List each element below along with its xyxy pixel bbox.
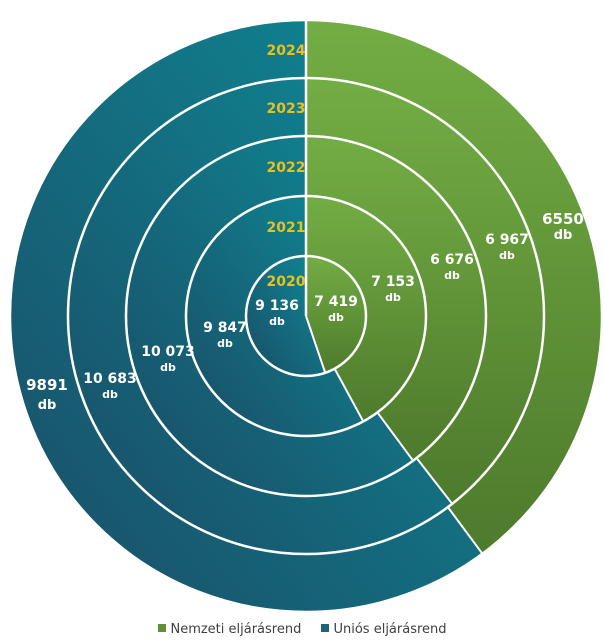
- unit-nemzeti-2021: db: [385, 291, 401, 304]
- unit-nemzeti-2022: db: [444, 269, 460, 282]
- divider-2020: [305, 315, 327, 374]
- divider-2023: [415, 457, 453, 505]
- year-label-2021: 2021: [267, 220, 306, 236]
- legend-item-nemzeti: Nemzeti eljárásrend: [158, 622, 301, 637]
- value-unios-2023: 10 683: [83, 371, 137, 387]
- value-unios-2020: 9 136: [255, 298, 299, 314]
- year-label-2023: 2023: [267, 101, 306, 117]
- legend-item-unios: Uniós eljárásrend: [321, 622, 447, 637]
- unit-unios-2024: db: [38, 398, 57, 413]
- divider-2022: [376, 411, 414, 462]
- legend: Nemzeti eljárásrend Uniós eljárásrend: [0, 622, 605, 637]
- legend-label-unios: Uniós eljárásrend: [333, 622, 447, 637]
- unit-unios-2022: db: [160, 361, 176, 374]
- slice-nemzeti-2020: [306, 256, 366, 373]
- value-unios-2022: 10 073: [141, 344, 195, 360]
- year-label-2020: 2020: [267, 274, 306, 290]
- unit-nemzeti-2024: db: [554, 228, 573, 243]
- unit-unios-2020: db: [269, 315, 285, 328]
- divider-2024: [447, 506, 484, 555]
- value-unios-2021: 9 847: [203, 320, 247, 336]
- unit-unios-2023: db: [102, 388, 118, 401]
- legend-swatch-nemzeti: [158, 624, 167, 632]
- value-nemzeti-2022: 6 676: [430, 252, 474, 268]
- unit-nemzeti-2023: db: [499, 249, 515, 262]
- legend-label-nemzeti: Nemzeti eljárásrend: [170, 622, 302, 637]
- year-label-2024: 2024: [267, 43, 306, 59]
- legend-swatch-unios: [321, 624, 330, 632]
- value-nemzeti-2021: 7 153: [371, 274, 415, 290]
- unit-unios-2021: db: [217, 337, 233, 350]
- year-label-2022: 2022: [267, 160, 306, 176]
- value-unios-2024: 9891: [26, 376, 68, 394]
- value-nemzeti-2023: 6 967: [485, 232, 529, 248]
- divider-2021: [333, 368, 365, 422]
- value-nemzeti-2024: 6550: [542, 210, 584, 228]
- value-nemzeti-2020: 7 419: [314, 294, 358, 310]
- unit-nemzeti-2020: db: [328, 311, 344, 324]
